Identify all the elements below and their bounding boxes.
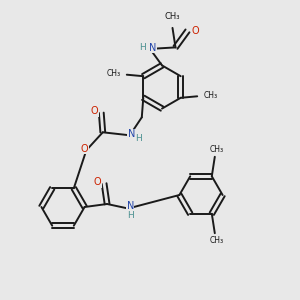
Text: CH₃: CH₃	[107, 69, 121, 78]
Text: H: H	[127, 211, 134, 220]
Text: O: O	[91, 106, 98, 116]
Text: N: N	[127, 201, 134, 211]
Text: O: O	[191, 26, 199, 36]
Text: O: O	[81, 144, 88, 154]
Text: H: H	[139, 44, 146, 52]
Text: N: N	[149, 43, 156, 53]
Text: H: H	[135, 134, 142, 143]
Text: N: N	[128, 129, 135, 140]
Text: CH₃: CH₃	[209, 145, 224, 154]
Text: CH₃: CH₃	[209, 236, 224, 245]
Text: CH₃: CH₃	[203, 91, 217, 100]
Text: CH₃: CH₃	[165, 12, 180, 21]
Text: O: O	[94, 177, 101, 187]
